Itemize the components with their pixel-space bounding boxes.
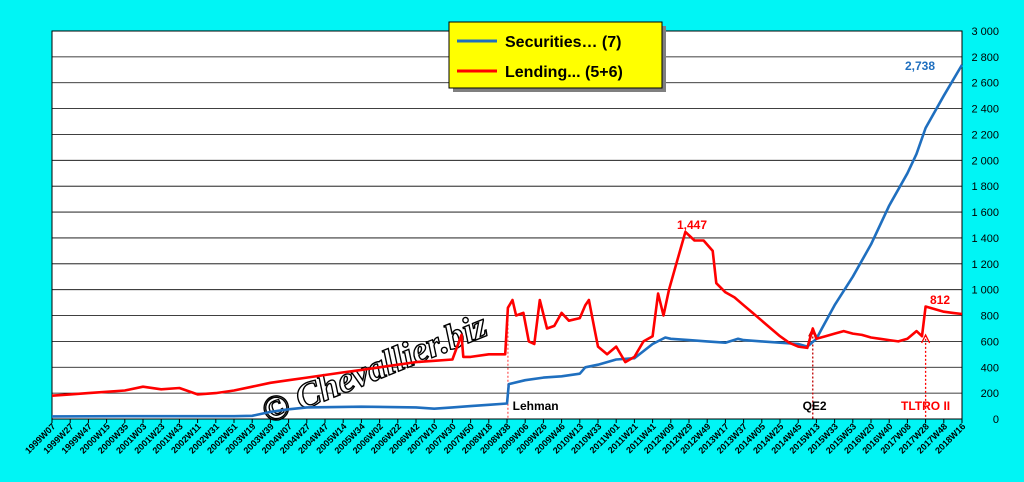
- plot-area: [51, 30, 963, 420]
- y-tick-label: 200: [981, 388, 999, 400]
- y-tick-label: 1 800: [971, 181, 999, 193]
- y-tick-label: 0: [993, 414, 999, 426]
- annotation-label: TLTRO II: [901, 399, 950, 413]
- annotation-label: 2,738: [905, 59, 935, 73]
- annotation-label: Lehman: [513, 399, 559, 413]
- y-tick-label: 3 000: [971, 26, 999, 38]
- annotation-label: 1,447: [677, 218, 707, 232]
- annotation-label: 812: [930, 293, 950, 307]
- y-tick-label: 2 400: [971, 104, 999, 116]
- y-tick-label: 1 200: [971, 259, 999, 271]
- y-tick-label: 2 600: [971, 78, 999, 90]
- series-line-securities: [51, 64, 964, 418]
- event-marker-arrow: [921, 333, 931, 344]
- series-line-lending: [51, 230, 963, 397]
- annotation-label: QE2: [803, 399, 827, 413]
- y-tick-label: 2 800: [971, 52, 999, 64]
- y-tick-label: 1 600: [971, 207, 999, 219]
- legend-box: [448, 21, 663, 89]
- legend-label: Securities… (7): [505, 34, 621, 51]
- y-tick-label: 400: [981, 362, 999, 374]
- y-tick-label: 2 000: [971, 155, 999, 167]
- y-tick-label: 2 200: [971, 129, 999, 141]
- legend-label: Lending... (5+6): [505, 64, 623, 81]
- y-tick-label: 1 000: [971, 285, 999, 297]
- y-tick-label: 800: [981, 311, 999, 323]
- y-tick-label: 600: [981, 336, 999, 348]
- y-tick-label: 1 400: [971, 233, 999, 245]
